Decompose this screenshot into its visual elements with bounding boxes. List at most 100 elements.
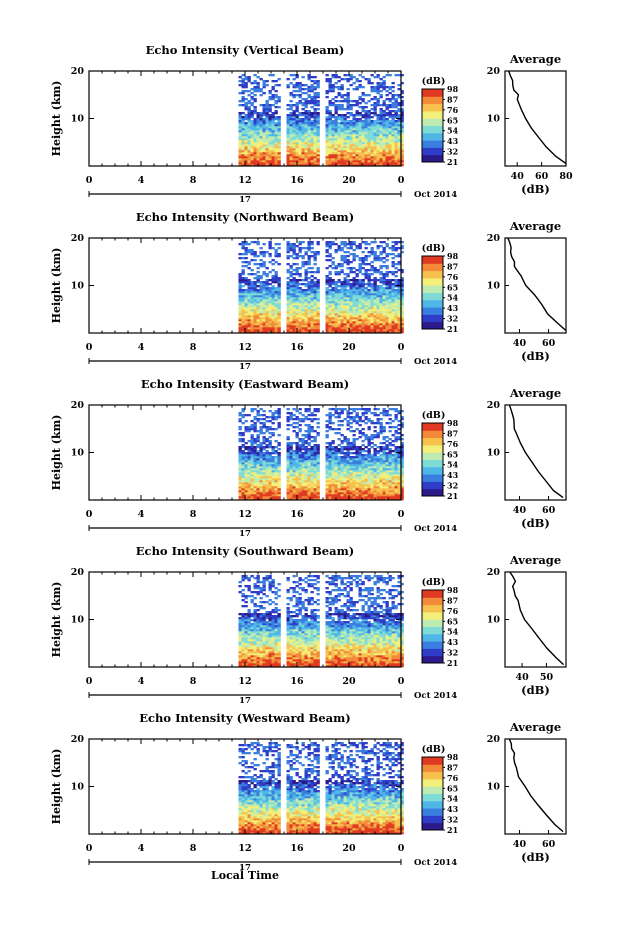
heatmap-cell	[346, 321, 350, 324]
heatmap-cell	[379, 164, 383, 167]
heatmap-cell	[295, 285, 299, 288]
heatmap-cell	[340, 311, 344, 314]
heatmap-cell	[268, 116, 272, 119]
heatmap-cell	[358, 305, 362, 308]
heatmap-cell	[358, 299, 362, 302]
heatmap-cell	[391, 295, 395, 298]
x-tick-label: 16	[290, 175, 304, 186]
heatmap-cell	[292, 454, 296, 457]
colorbar-swatch	[422, 285, 443, 293]
heatmap-cell	[313, 408, 317, 411]
heatmap-cell	[244, 114, 248, 117]
heatmap-cell	[337, 134, 341, 137]
heatmap-cell	[289, 132, 293, 135]
heatmap-cell	[238, 152, 242, 155]
heatmap-cell	[310, 420, 314, 423]
heatmap-cell	[241, 321, 245, 324]
heatmap-cell	[325, 476, 329, 479]
heatmap-cell	[289, 480, 293, 483]
heatmap-cell	[361, 303, 365, 306]
heatmap-cell	[271, 414, 275, 417]
heatmap-cell	[370, 319, 374, 322]
heatmap-cell	[274, 140, 278, 143]
heatmap-cell	[256, 468, 260, 471]
heatmap-cell	[373, 311, 377, 314]
heatmap-cell	[277, 303, 281, 306]
heatmap-cell	[373, 120, 377, 123]
heatmap-cell	[313, 281, 317, 284]
heatmap-cell	[259, 307, 263, 310]
heatmap-cell	[400, 277, 404, 280]
heatmap-cell	[352, 114, 356, 117]
heatmap-cell	[247, 289, 251, 292]
heatmap-cell	[340, 323, 344, 326]
heatmap-cell	[379, 162, 383, 165]
heatmap-cell	[298, 94, 302, 97]
heatmap-cell	[277, 150, 281, 153]
heatmap-cell	[337, 138, 341, 141]
heatmap-cell	[361, 130, 365, 133]
heatmap-cell	[298, 251, 302, 254]
heatmap-cell	[385, 74, 389, 77]
heatmap-cell	[352, 271, 356, 274]
heatmap-cell	[307, 138, 311, 141]
heatmap-cell	[298, 295, 302, 298]
heatmap-cell	[271, 247, 275, 250]
heatmap-cell	[313, 164, 317, 167]
heatmap-cell	[292, 458, 296, 461]
heatmap-cell	[238, 297, 242, 300]
x-tick-label: 8	[190, 175, 197, 186]
heatmap-cell	[241, 122, 245, 125]
heatmap-cell	[262, 319, 266, 322]
heatmap-cell	[247, 303, 251, 306]
heatmap-cell	[301, 148, 305, 151]
heatmap-cell	[304, 156, 308, 159]
heatmap-cell	[370, 90, 374, 93]
heatmap-cell	[247, 146, 251, 149]
heatmap-cell	[265, 460, 269, 463]
heatmap-cell	[250, 446, 254, 449]
heatmap-cell	[334, 297, 338, 300]
heatmap-cell	[337, 329, 341, 332]
heatmap-cell	[271, 88, 275, 91]
heatmap-cell	[259, 486, 263, 489]
heatmap-cell	[328, 484, 332, 487]
heatmap-cell	[259, 128, 263, 131]
heatmap-cell	[328, 315, 332, 318]
heatmap-cell	[274, 96, 278, 99]
heatmap-cell	[250, 492, 254, 495]
heatmap-cell	[385, 317, 389, 320]
heatmap-cell	[304, 277, 308, 280]
heatmap-cell	[271, 263, 275, 266]
heatmap-cell	[259, 492, 263, 495]
heatmap-cell	[274, 297, 278, 300]
heatmap-cell	[250, 124, 254, 127]
heatmap-cell	[313, 293, 317, 296]
heatmap-cell	[307, 474, 311, 477]
heatmap-cell	[337, 466, 341, 469]
heatmap-cell	[292, 293, 296, 296]
heatmap-cell	[400, 297, 404, 300]
heatmap-cell	[298, 444, 302, 447]
heatmap-cell	[334, 466, 338, 469]
heatmap-cell	[250, 478, 254, 481]
heatmap-cell	[370, 122, 374, 125]
heatmap-cell	[328, 482, 332, 485]
heatmap-cell	[379, 319, 383, 322]
heatmap-cell	[325, 295, 329, 298]
heatmap-cell	[343, 488, 347, 491]
heatmap-cell	[289, 120, 293, 123]
heatmap-cell	[313, 474, 317, 477]
heatmap-cell	[343, 146, 347, 149]
heatmap-cell	[349, 470, 353, 473]
heatmap-cell	[361, 295, 365, 298]
heatmap-cell	[265, 293, 269, 296]
heatmap-cell	[268, 484, 272, 487]
heatmap-cell	[340, 144, 344, 147]
heatmap-cell	[379, 287, 383, 290]
heatmap-cell	[382, 297, 386, 300]
heatmap-cell	[307, 325, 311, 328]
heatmap-cell	[340, 140, 344, 143]
heatmap-cell	[307, 472, 311, 475]
heatmap-cell	[343, 484, 347, 487]
